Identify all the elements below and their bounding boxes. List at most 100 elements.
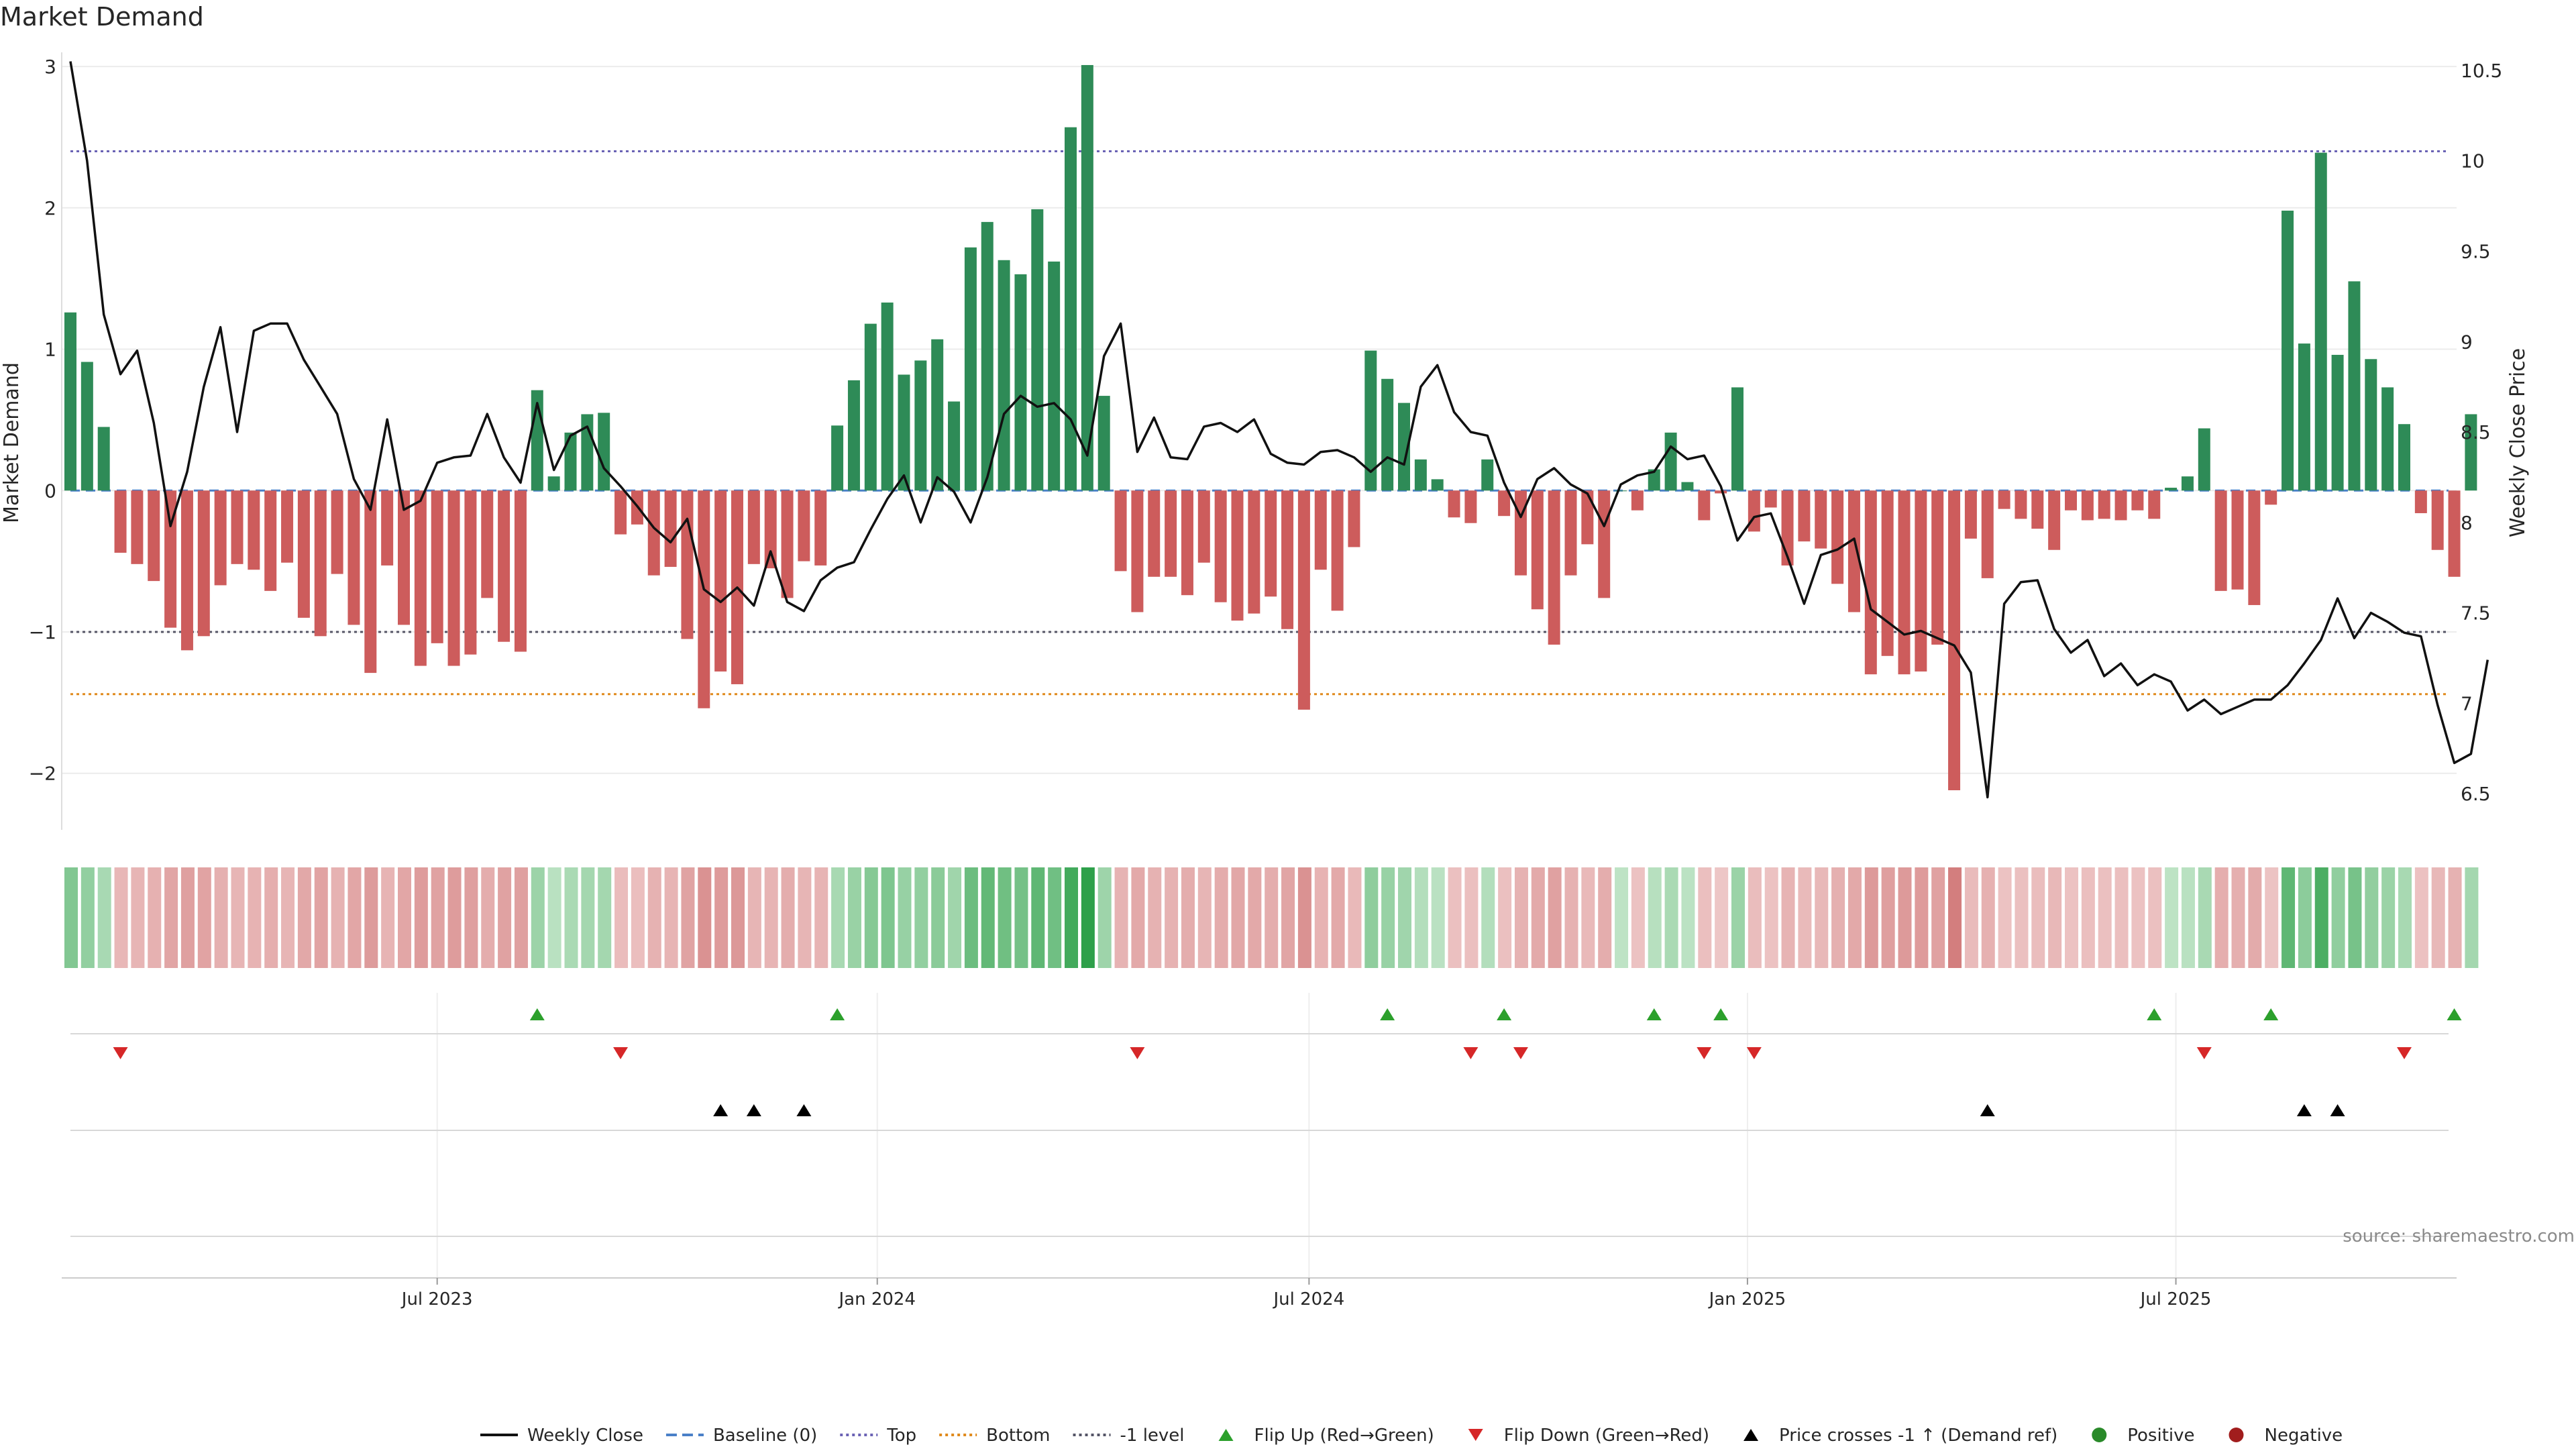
legend-triangle-down-icon <box>1468 1429 1483 1441</box>
price-cross-marker <box>713 1104 729 1116</box>
price-cross-marker <box>796 1104 812 1116</box>
heat-cell <box>1548 867 1562 968</box>
legend-label: Flip Up (Red→Green) <box>1254 1426 1434 1446</box>
demand-bar <box>1048 261 1061 491</box>
demand-bar <box>1498 490 1511 517</box>
heat-cell <box>1664 867 1678 968</box>
heat-cell <box>1131 867 1145 968</box>
heat-cell <box>1398 867 1411 968</box>
demand-bar <box>398 490 410 625</box>
legend-item: Negative <box>2229 1426 2343 1446</box>
legend-item: Positive <box>2092 1426 2195 1446</box>
heat-cell <box>1281 867 1295 968</box>
flip-up-marker <box>1380 1008 1395 1020</box>
heat-cell <box>1915 867 1929 968</box>
heat-cell <box>2131 867 2145 968</box>
demand-bar <box>1348 490 1360 547</box>
demand-bar <box>1297 490 1310 710</box>
demand-bar <box>114 490 127 553</box>
legend-item: Baseline (0) <box>665 1426 817 1446</box>
heat-cell <box>131 867 145 968</box>
demand-bar <box>2398 424 2410 491</box>
heat-cell <box>1798 867 1812 968</box>
heat-cell <box>1631 867 1645 968</box>
demand-bar <box>831 425 844 491</box>
heat-cell <box>2231 867 2245 968</box>
heat-cell <box>981 867 995 968</box>
left-tick-labels: 3 2 1 0 −1 −2 <box>29 56 56 785</box>
legend-label: Negative <box>2265 1426 2343 1446</box>
heat-cell <box>464 867 478 968</box>
demand-bar <box>1764 490 1777 508</box>
demand-bar <box>1481 459 1494 491</box>
demand-bar <box>1314 490 1327 570</box>
heat-cell <box>1981 867 1995 968</box>
demand-bar <box>2198 428 2210 491</box>
heat-cell <box>414 867 428 968</box>
heat-cell <box>1998 867 2012 968</box>
demand-bar <box>464 490 477 655</box>
heat-cell <box>1615 867 1629 968</box>
heat-cell <box>1048 867 1062 968</box>
heat-cell <box>1531 867 1545 968</box>
heat-cell <box>731 867 745 968</box>
price-cross-marker <box>746 1104 761 1116</box>
demand-bar <box>931 339 944 491</box>
heat-cell <box>998 867 1012 968</box>
demand-bar <box>1081 64 1093 491</box>
demand-bar <box>248 490 260 570</box>
heat-cell <box>1448 867 1462 968</box>
demand-bar <box>1831 490 1844 584</box>
heat-cell <box>2265 867 2279 968</box>
heat-cell <box>398 867 411 968</box>
heat-cell <box>1148 867 1162 968</box>
heat-cell <box>1248 867 1262 968</box>
demand-bar <box>2431 490 2444 550</box>
heat-cell <box>1297 867 1311 968</box>
heat-cell <box>598 867 612 968</box>
x-tick-label: Jul 2025 <box>2139 1289 2212 1309</box>
right-tick-label: 9.5 <box>2461 240 2491 262</box>
demand-bar <box>1931 490 1944 645</box>
demand-bar <box>1964 490 1977 539</box>
flip-down-marker <box>1697 1047 1712 1059</box>
legend-item: Bottom <box>939 1426 1051 1446</box>
legend-item: Flip Down (Green→Red) <box>1468 1426 1709 1446</box>
demand-bar <box>314 490 327 637</box>
heat-cell <box>1581 867 1595 968</box>
heat-cell <box>2065 867 2078 968</box>
heat-cell <box>2015 867 2029 968</box>
right-tick-label: 9 <box>2461 331 2473 353</box>
demand-bar <box>1165 490 1177 577</box>
flip-up-marker <box>1646 1008 1662 1020</box>
demand-bars <box>64 64 2477 790</box>
left-tick-label: −2 <box>29 763 56 785</box>
heat-cell <box>2314 867 2328 968</box>
demand-bar <box>1414 459 1427 491</box>
demand-bar <box>614 490 627 535</box>
heat-cell <box>1931 867 1945 968</box>
heat-cell <box>514 867 528 968</box>
flip-down-marker <box>2397 1047 2412 1059</box>
flip-up-markers <box>529 1008 2462 1020</box>
heat-cell <box>831 867 845 968</box>
heat-cell <box>2465 867 2479 968</box>
legend-triangle-up-icon <box>1218 1429 1234 1441</box>
heat-cell <box>1464 867 1479 968</box>
left-tick-label: 0 <box>44 480 56 502</box>
legend-circle-icon <box>2229 1428 2244 1442</box>
heat-cell <box>1731 867 1745 968</box>
price-cross-marker <box>2330 1104 2345 1116</box>
demand-bar <box>964 247 977 491</box>
grid-layer <box>62 66 2457 1278</box>
demand-bar <box>1364 350 1377 491</box>
heat-cell <box>2348 867 2362 968</box>
demand-bar <box>2265 490 2277 505</box>
heat-cell <box>1498 867 1512 968</box>
demand-bar <box>264 490 277 591</box>
demand-bar <box>1598 490 1611 598</box>
demand-bar <box>2231 490 2244 590</box>
demand-bar <box>1265 490 1277 597</box>
heat-cell <box>80 867 95 968</box>
